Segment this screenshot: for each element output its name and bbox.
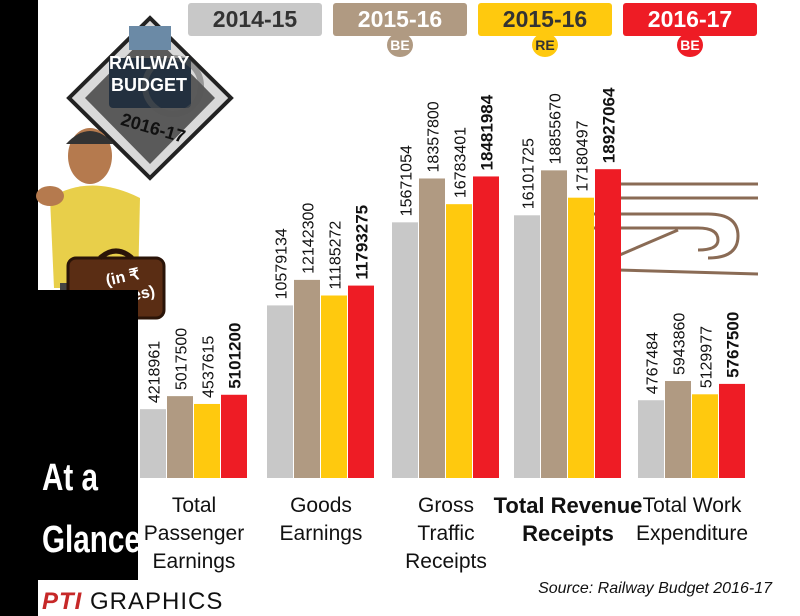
category-label-0-line-1: Passenger xyxy=(143,522,245,545)
category-label-1: Goods Earnings xyxy=(241,492,401,548)
bar-3-1 xyxy=(541,170,567,478)
legend-tag-1: BE xyxy=(387,33,413,57)
data-label-3-1: 18855670 xyxy=(548,93,565,164)
badge-title-line2: BUDGET xyxy=(111,75,187,95)
credit-word: GRAPHICS xyxy=(90,588,224,615)
bar-1-0 xyxy=(267,305,293,478)
category-label-4: Total Work Expenditure xyxy=(612,492,772,548)
railway-budget-badge-icon xyxy=(66,15,234,181)
bar-4-1 xyxy=(665,381,691,478)
data-label-3-0: 16101725 xyxy=(521,138,538,209)
category-label-3-line-0: Total Revenue xyxy=(493,493,643,518)
category-label-4-line-1: Expenditure xyxy=(635,522,749,545)
legend-tag-2: RE xyxy=(532,33,558,57)
bar-1-1 xyxy=(294,279,320,478)
bar-0-0 xyxy=(140,409,166,478)
category-label-4-line-0: Total Work xyxy=(642,494,742,517)
bar-0-2 xyxy=(194,403,220,478)
data-label-4-3: 5767500 xyxy=(724,312,743,378)
category-label-2-line-1: Traffic xyxy=(417,522,475,545)
data-label-0-0: 4218961 xyxy=(147,341,164,403)
side-title-line1: At a xyxy=(42,457,99,499)
data-label-3-2: 17180497 xyxy=(575,120,592,191)
category-label-1-line-1: Earnings xyxy=(279,522,363,545)
category-label-0-line-0: Total xyxy=(171,494,217,517)
category-label-2-line-2: Receipts xyxy=(405,550,487,573)
bar-2-1 xyxy=(419,178,445,478)
category-label-0-line-2: Earnings xyxy=(152,550,236,573)
data-label-1-0: 10579134 xyxy=(274,228,291,299)
bar-1-2 xyxy=(321,295,347,478)
bar-2-3 xyxy=(473,176,499,478)
data-label-2-3: 18481984 xyxy=(478,94,497,170)
data-label-0-2: 4537615 xyxy=(201,336,218,398)
data-label-4-1: 5943860 xyxy=(672,313,689,375)
data-label-2-1: 18357800 xyxy=(426,101,443,172)
data-label-0-3: 5101200 xyxy=(226,323,245,389)
bar-2-2 xyxy=(446,204,472,478)
bar-0-1 xyxy=(167,396,193,478)
source-note: Source: Railway Budget 2016-17 xyxy=(538,580,772,597)
legend-item-2: 2015-16 xyxy=(478,3,612,36)
bar-4-3 xyxy=(719,383,745,478)
data-label-2-0: 15671054 xyxy=(399,145,416,216)
side-panel xyxy=(38,290,138,580)
data-label-4-2: 5129977 xyxy=(699,326,716,388)
data-label-3-3: 18927064 xyxy=(600,87,619,163)
data-label-4-0: 4767484 xyxy=(645,332,662,394)
bar-1-3 xyxy=(348,285,374,478)
category-label-1-line-0: Goods xyxy=(290,494,352,517)
bar-3-0 xyxy=(514,215,540,478)
data-label-1-1: 12142300 xyxy=(301,203,318,274)
category-label-3-line-1: Receipts xyxy=(522,521,614,546)
bar-4-2 xyxy=(692,394,718,478)
category-label-0: Total Passenger Earnings xyxy=(114,492,274,576)
data-label-1-3: 11793275 xyxy=(353,205,372,280)
legend-item-3: 2016-17 xyxy=(623,3,757,36)
bar-4-0 xyxy=(638,400,664,478)
credit-brand: PTI xyxy=(42,588,83,615)
credit: PTI GRAPHICS xyxy=(42,588,223,616)
bar-3-3 xyxy=(595,169,621,478)
category-label-2-line-0: Gross xyxy=(417,494,474,517)
legend-item-0: 2014-15 xyxy=(188,3,322,36)
bar-2-0 xyxy=(392,222,418,478)
data-label-2-2: 16783401 xyxy=(453,127,470,198)
bar-3-2 xyxy=(568,197,594,478)
category-label-3: Total Revenue Receipts xyxy=(488,492,648,548)
data-label-1-2: 11185272 xyxy=(328,221,345,290)
legend-tag-3: BE xyxy=(677,33,703,57)
category-label-2: Gross Traffic Receipts xyxy=(366,492,526,576)
side-title-line2: Glance xyxy=(42,519,141,561)
legend-item-1: 2015-16 xyxy=(333,3,467,36)
bar-0-3 xyxy=(221,394,247,478)
badge-title: RAILWAY BUDGET xyxy=(109,52,189,96)
data-label-0-1: 5017500 xyxy=(174,328,191,390)
badge-title-line1: RAILWAY xyxy=(109,53,190,73)
